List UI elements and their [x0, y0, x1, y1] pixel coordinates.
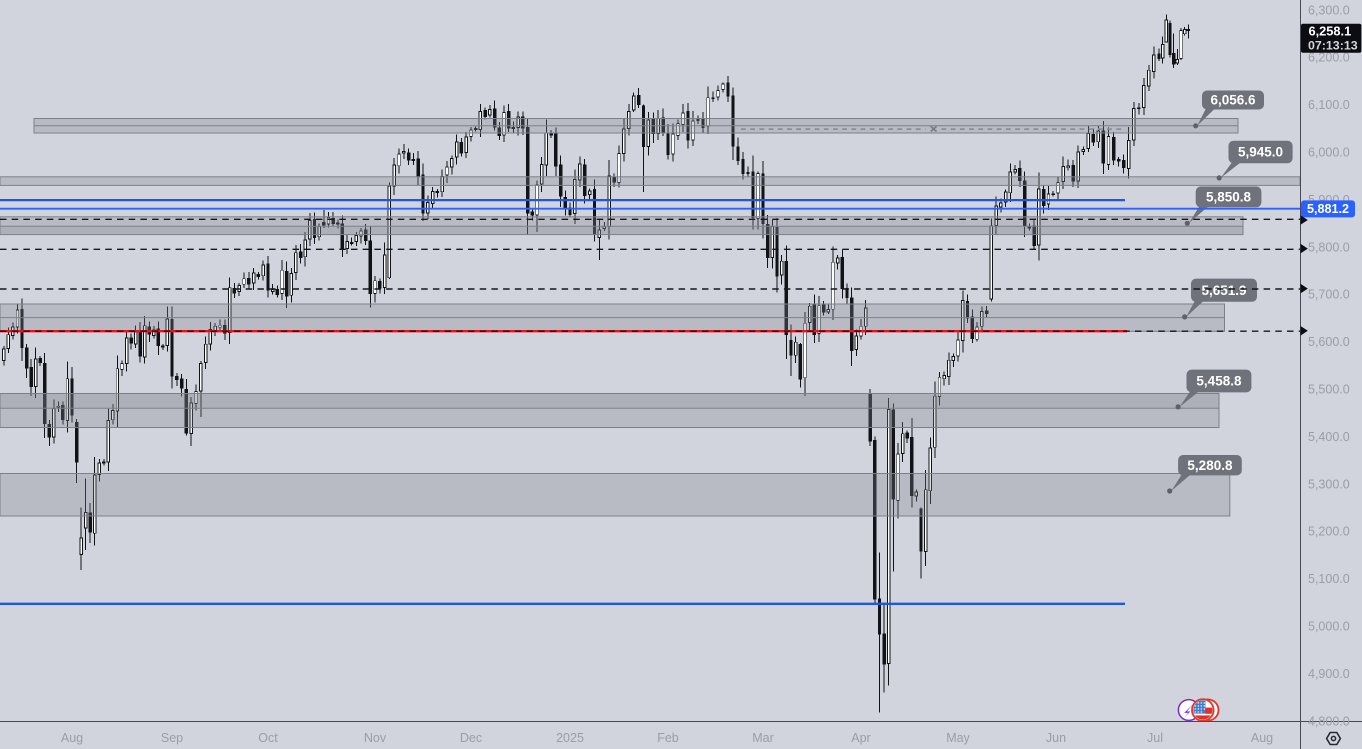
- svg-text:5,700.0: 5,700.0: [1308, 288, 1350, 302]
- svg-text:5,881.2: 5,881.2: [1307, 202, 1349, 216]
- svg-text:May: May: [946, 731, 970, 745]
- svg-text:5,100.0: 5,100.0: [1308, 572, 1350, 586]
- svg-text:Aug: Aug: [61, 731, 83, 745]
- svg-text:Dec: Dec: [460, 731, 482, 745]
- svg-text:5,200.0: 5,200.0: [1308, 525, 1350, 539]
- svg-text:5,800.0: 5,800.0: [1308, 240, 1350, 254]
- svg-text:6,100.0: 6,100.0: [1308, 98, 1350, 112]
- svg-text:Jul: Jul: [1147, 731, 1163, 745]
- svg-text:5,458.8: 5,458.8: [1196, 374, 1242, 389]
- svg-text:6,000.0: 6,000.0: [1308, 146, 1350, 160]
- svg-text:Aug: Aug: [1251, 731, 1273, 745]
- svg-text:Feb: Feb: [657, 731, 679, 745]
- svg-text:6,200.0: 6,200.0: [1308, 51, 1350, 65]
- svg-text:5,500.0: 5,500.0: [1308, 383, 1350, 397]
- svg-text:5,600.0: 5,600.0: [1308, 335, 1350, 349]
- svg-text:2025: 2025: [556, 731, 584, 745]
- svg-text:5,000.0: 5,000.0: [1308, 620, 1350, 634]
- svg-text:Mar: Mar: [752, 731, 774, 745]
- svg-text:5,850.8: 5,850.8: [1206, 190, 1252, 205]
- svg-text:5,280.8: 5,280.8: [1187, 458, 1233, 473]
- svg-text:Nov: Nov: [364, 731, 387, 745]
- svg-text:07:13:13: 07:13:13: [1308, 39, 1358, 53]
- svg-text:5,400.0: 5,400.0: [1308, 430, 1350, 444]
- svg-text:5,300.0: 5,300.0: [1308, 477, 1350, 491]
- svg-text:6,056.6: 6,056.6: [1210, 93, 1256, 108]
- svg-text:6,258.1: 6,258.1: [1309, 24, 1352, 39]
- svg-text:4,800.0: 4,800.0: [1308, 714, 1350, 728]
- svg-text:6,300.0: 6,300.0: [1308, 3, 1350, 17]
- svg-text:5,945.0: 5,945.0: [1238, 145, 1283, 160]
- svg-text:4,900.0: 4,900.0: [1308, 667, 1350, 681]
- svg-text:Apr: Apr: [851, 731, 870, 745]
- svg-text:Jun: Jun: [1046, 731, 1066, 745]
- svg-text:5,651.9: 5,651.9: [1201, 283, 1246, 298]
- svg-text:Sep: Sep: [161, 731, 183, 745]
- svg-text:Oct: Oct: [258, 731, 278, 745]
